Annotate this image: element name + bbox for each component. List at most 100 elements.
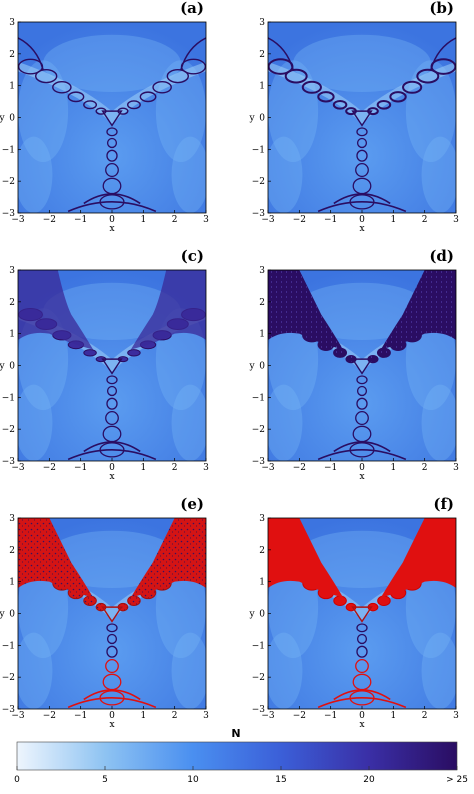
y-tick-label: 3	[9, 18, 15, 28]
x-tick-label: 0	[109, 215, 115, 225]
x-tick-label: 0	[359, 463, 365, 473]
panel-label: (a)	[180, 0, 204, 17]
x-tick-label: 3	[453, 463, 459, 473]
panel-b: −3 −2 −1 0 1 2 3 3 2 1 0 −1 −2 −3 x y (b)	[248, 0, 459, 234]
y-tick-label: 1	[259, 82, 265, 92]
y-tick-label: 3	[259, 514, 265, 524]
y-tick-label: 0	[9, 114, 15, 124]
x-tick-label: 3	[453, 215, 459, 225]
y-tick-label: −1	[252, 641, 265, 651]
x-tick-label: −2	[293, 711, 306, 721]
x-tick-label: 2	[172, 711, 178, 721]
y-tick-label: −2	[2, 673, 15, 683]
y-tick-label: 0	[259, 362, 265, 372]
x-tick-label: −2	[293, 215, 306, 225]
x-tick-label: 2	[172, 215, 178, 225]
y-tick-label: 1	[9, 578, 15, 588]
y-tick-label: 1	[259, 330, 265, 340]
x-tick-label: 1	[140, 711, 146, 721]
panel-label: (f)	[433, 495, 454, 513]
x-tick-label: 2	[422, 215, 428, 225]
x-tick-label: −3	[11, 463, 25, 473]
x-tick-label: −1	[324, 463, 337, 473]
y-axis-label: y	[0, 610, 5, 620]
y-tick-label: −3	[252, 457, 266, 467]
x-tick-label: −1	[324, 711, 337, 721]
x-tick-label: 1	[140, 463, 146, 473]
y-tick-label: 2	[9, 50, 15, 60]
y-tick-label: −1	[2, 641, 15, 651]
panel-a: −3 −2 −1 0 1 2 3 3 2 1 0 −1 −2 −3 x y (a)	[0, 0, 209, 234]
y-tick-label: −1	[252, 145, 265, 155]
colorbar-tick-label: 20	[363, 775, 375, 785]
panel-c: −3 −2 −1 0 1 2 3 3 2 1 0 −1 −2 −3 x y (c)	[0, 247, 209, 482]
y-tick-label: 3	[9, 266, 15, 276]
x-tick-label: −1	[74, 463, 87, 473]
y-tick-label: 2	[259, 50, 265, 60]
y-tick-label: −2	[252, 177, 265, 187]
x-tick-label: −2	[43, 463, 56, 473]
colorbar-tick-label: 5	[102, 775, 108, 785]
x-axis-label: x	[359, 472, 364, 482]
y-axis-label: y	[0, 362, 5, 372]
x-tick-label: 2	[422, 711, 428, 721]
x-tick-label: −2	[43, 215, 56, 225]
y-tick-label: 0	[259, 114, 265, 124]
panel-d: −3 −2 −1 0 1 2 3 3 2 1 0 −1 −2 −3 x y (d)	[248, 247, 459, 482]
x-tick-label: −3	[11, 711, 25, 721]
y-tick-label: −1	[2, 145, 15, 155]
x-tick-label: 0	[109, 711, 115, 721]
y-tick-label: 3	[259, 266, 265, 276]
y-tick-label: −2	[2, 425, 15, 435]
x-tick-label: 0	[109, 463, 115, 473]
y-tick-label: 2	[9, 298, 15, 308]
colorbar: N 0 5 10 15 20 > 25	[14, 727, 468, 785]
x-tick-label: −1	[74, 215, 87, 225]
y-tick-label: 0	[9, 362, 15, 372]
x-tick-label: −1	[324, 215, 337, 225]
y-tick-label: 2	[259, 298, 265, 308]
x-tick-label: 2	[172, 463, 178, 473]
x-tick-label: −3	[261, 463, 275, 473]
colorbar-tick-label: 0	[14, 775, 20, 785]
y-tick-label: 0	[9, 610, 15, 620]
x-tick-label: −3	[261, 215, 275, 225]
y-tick-label: 3	[9, 514, 15, 524]
y-tick-label: 3	[259, 18, 265, 28]
y-tick-label: −2	[252, 425, 265, 435]
y-tick-label: −1	[2, 393, 15, 403]
x-tick-label: −2	[293, 463, 306, 473]
colorbar-tick-label: 10	[187, 775, 199, 785]
x-tick-label: 0	[359, 711, 365, 721]
x-axis-label: x	[109, 720, 114, 730]
colorbar-title: N	[231, 727, 240, 740]
x-tick-label: 3	[203, 463, 209, 473]
x-tick-label: 1	[140, 215, 146, 225]
x-axis-label: x	[109, 472, 114, 482]
y-tick-label: 2	[259, 546, 265, 556]
x-axis-label: x	[359, 720, 364, 730]
panel-label: (e)	[180, 495, 204, 513]
y-tick-label: 1	[9, 330, 15, 340]
panel-e: −3 −2 −1 0 1 2 3 3 2 1 0 −1 −2 −3 x y (e)	[0, 495, 209, 730]
y-tick-label: −3	[252, 705, 266, 715]
panel-label: (c)	[181, 247, 204, 265]
y-tick-label: 1	[259, 578, 265, 588]
x-tick-label: 0	[359, 215, 365, 225]
y-tick-label: −3	[2, 457, 16, 467]
y-tick-label: −2	[2, 177, 15, 187]
panel-label: (d)	[429, 247, 454, 265]
y-tick-label: −1	[252, 393, 265, 403]
colorbar-tick-label: 15	[275, 775, 286, 785]
y-tick-label: −2	[252, 673, 265, 683]
y-axis-label: y	[248, 362, 255, 372]
y-axis-label: y	[248, 610, 255, 620]
y-tick-label: −3	[252, 209, 266, 219]
x-tick-label: 1	[390, 711, 396, 721]
x-tick-label: −1	[74, 711, 87, 721]
y-tick-label: 0	[259, 610, 265, 620]
y-tick-label: −3	[2, 705, 16, 715]
x-tick-label: −3	[261, 711, 275, 721]
y-tick-label: 1	[9, 82, 15, 92]
